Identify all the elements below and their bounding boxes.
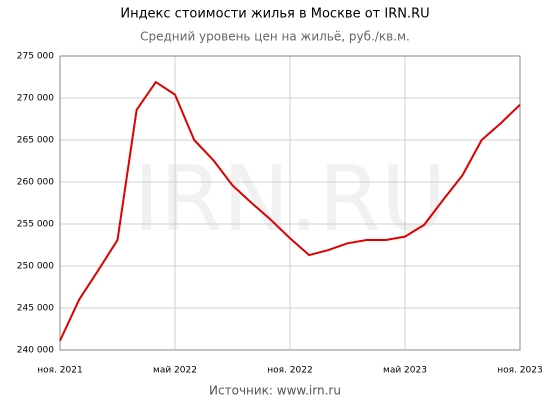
y-tick-label: 260 000 bbox=[17, 178, 54, 188]
y-tick-label: 265 000 bbox=[17, 136, 54, 146]
x-tick-label: ноя. 2022 bbox=[267, 366, 312, 376]
y-tick-label: 275 000 bbox=[17, 52, 54, 62]
y-tick-label: 255 000 bbox=[17, 220, 54, 230]
source-note: Источник: www.irn.ru bbox=[209, 384, 341, 398]
y-tick-label: 240 000 bbox=[17, 346, 54, 356]
y-tick-label: 245 000 bbox=[17, 304, 54, 314]
x-tick-label: ноя. 2023 bbox=[497, 366, 542, 376]
x-tick-label: май 2023 bbox=[383, 366, 427, 376]
y-tick-label: 270 000 bbox=[17, 94, 54, 104]
y-tick-label: 250 000 bbox=[17, 262, 54, 272]
chart-subtitle: Средний уровень цен на жильё, руб./кв.м. bbox=[140, 30, 410, 44]
chart-title: Индекс стоимости жилья в Москве от IRN.R… bbox=[120, 7, 429, 22]
data-line bbox=[59, 81, 521, 342]
x-tick-label: ноя. 2021 bbox=[37, 366, 82, 376]
plot-frame bbox=[59, 55, 521, 351]
x-tick-label: май 2022 bbox=[153, 366, 197, 376]
